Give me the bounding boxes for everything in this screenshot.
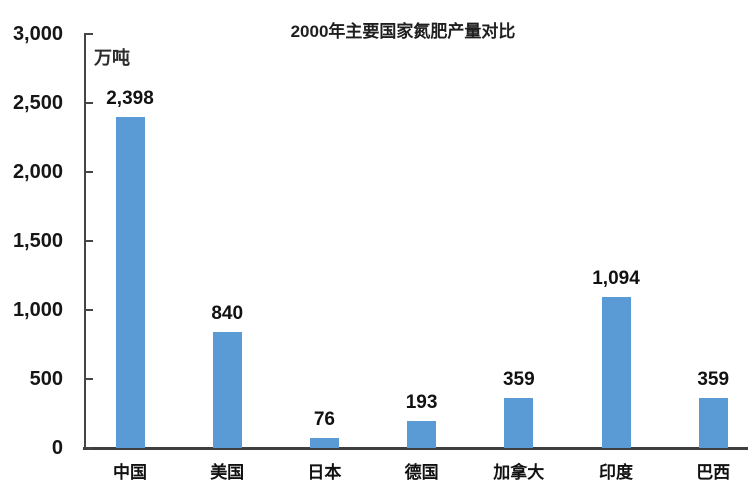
- bar-印度: [601, 297, 631, 448]
- y-axis-unit-label: 万吨: [94, 48, 130, 68]
- y-axis-tick-mark: [84, 33, 93, 35]
- chart-title: 2000年主要国家氮肥产量对比: [290, 22, 516, 41]
- bar-value-label: 359: [502, 369, 535, 390]
- x-tick-label: 日本: [307, 463, 342, 482]
- bar-日本: [309, 438, 339, 448]
- x-tick-label: 巴西: [696, 463, 731, 482]
- bar-value-label: 840: [211, 303, 244, 324]
- y-tick-label: 2,500: [12, 92, 63, 114]
- y-tick-label: 1,500: [12, 230, 63, 252]
- x-axis-line: [83, 447, 748, 450]
- bar-value-label: 1,094: [592, 268, 640, 289]
- y-axis-line: [84, 34, 86, 450]
- y-tick-label: 1,000: [12, 299, 63, 321]
- bar-德国: [407, 421, 437, 448]
- bar-value-label: 359: [697, 369, 730, 390]
- y-tick-label: 500: [29, 368, 63, 390]
- x-tick-label: 美国: [210, 463, 245, 482]
- y-axis-tick-mark: [84, 447, 93, 449]
- y-axis-tick-mark: [84, 240, 93, 242]
- bar-value-label: 76: [313, 409, 335, 430]
- bar-巴西: [698, 398, 728, 448]
- y-tick-label: 3,000: [12, 23, 63, 45]
- bar-美国: [212, 332, 242, 448]
- x-tick-label: 德国: [404, 463, 439, 482]
- y-axis-tick-mark: [84, 309, 93, 311]
- bar-value-label: 193: [405, 392, 438, 413]
- x-tick-label: 加拿大: [493, 463, 545, 482]
- y-tick-label: 2,000: [12, 161, 63, 183]
- y-axis-tick-mark: [84, 171, 93, 173]
- y-tick-label: 0: [51, 437, 63, 459]
- bar-加拿大: [504, 398, 534, 448]
- x-tick-label: 印度: [599, 463, 633, 482]
- x-tick-label: 中国: [113, 463, 147, 482]
- y-axis-tick-mark: [84, 102, 93, 104]
- y-axis-tick-mark: [84, 378, 93, 380]
- bar-中国: [115, 117, 145, 448]
- bar-value-label: 2,398: [106, 88, 154, 109]
